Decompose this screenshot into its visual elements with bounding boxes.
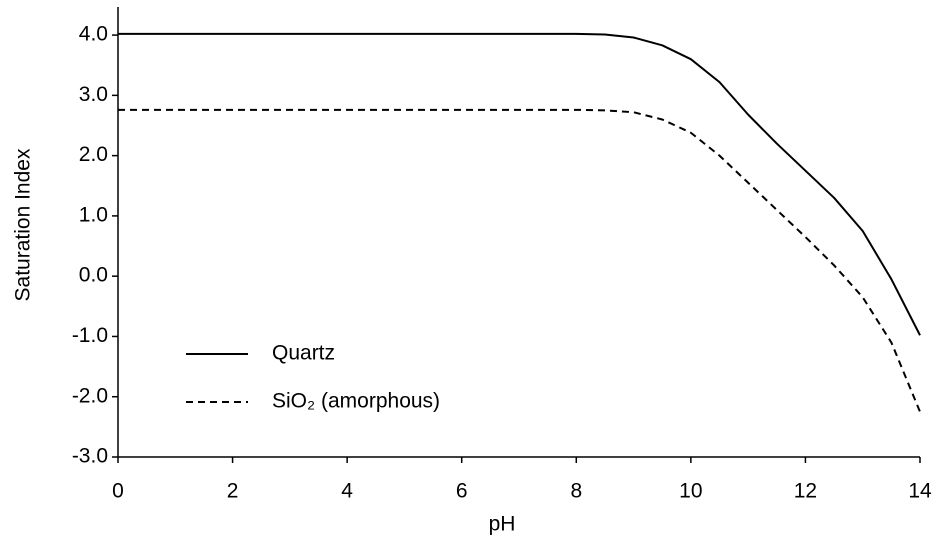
x-tick-label: 0 xyxy=(112,480,124,503)
y-tick-label: -3.0 xyxy=(72,445,108,468)
y-tick-label: -2.0 xyxy=(72,384,108,407)
legend-label: SiO₂ (amorphous) xyxy=(272,390,440,413)
data-line xyxy=(118,108,921,413)
x-axis-label: pH xyxy=(489,513,516,536)
x-tick-label: 6 xyxy=(456,480,468,503)
x-tick-label: 14 xyxy=(908,480,932,503)
x-tick-label: 2 xyxy=(227,480,239,503)
y-tick-label: -1.0 xyxy=(72,324,108,347)
x-tick-label: 8 xyxy=(570,480,582,503)
data-line xyxy=(118,32,921,336)
y-axis-label: Saturation Index xyxy=(12,148,35,301)
y-tick-label: 3.0 xyxy=(79,83,108,106)
x-tick-label: 12 xyxy=(794,480,817,503)
x-tick-label: 4 xyxy=(341,480,353,503)
y-tick-label: 2.0 xyxy=(79,143,108,166)
y-tick-label: 0.0 xyxy=(79,264,108,287)
x-tick-label: 10 xyxy=(679,480,702,503)
legend-label: Quartz xyxy=(272,342,335,365)
y-tick-label: 4.0 xyxy=(79,23,108,46)
y-tick-label: 1.0 xyxy=(79,203,108,226)
